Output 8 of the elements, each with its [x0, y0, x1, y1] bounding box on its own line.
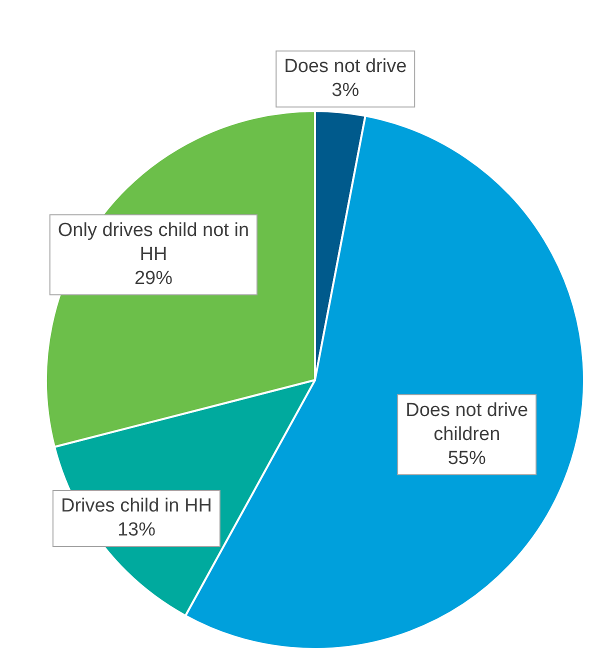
data-label: 3% [332, 80, 360, 102]
data-label: 55% [448, 448, 486, 469]
slice-label: Only drives child not in HH [58, 220, 250, 265]
data-label: 13% [117, 520, 156, 541]
data-label: 29% [134, 268, 173, 289]
slice-label: Does not drive [284, 56, 407, 78]
slice-label: Does not drive children [406, 400, 528, 445]
slice-label: Drives child in HH [60, 496, 212, 517]
